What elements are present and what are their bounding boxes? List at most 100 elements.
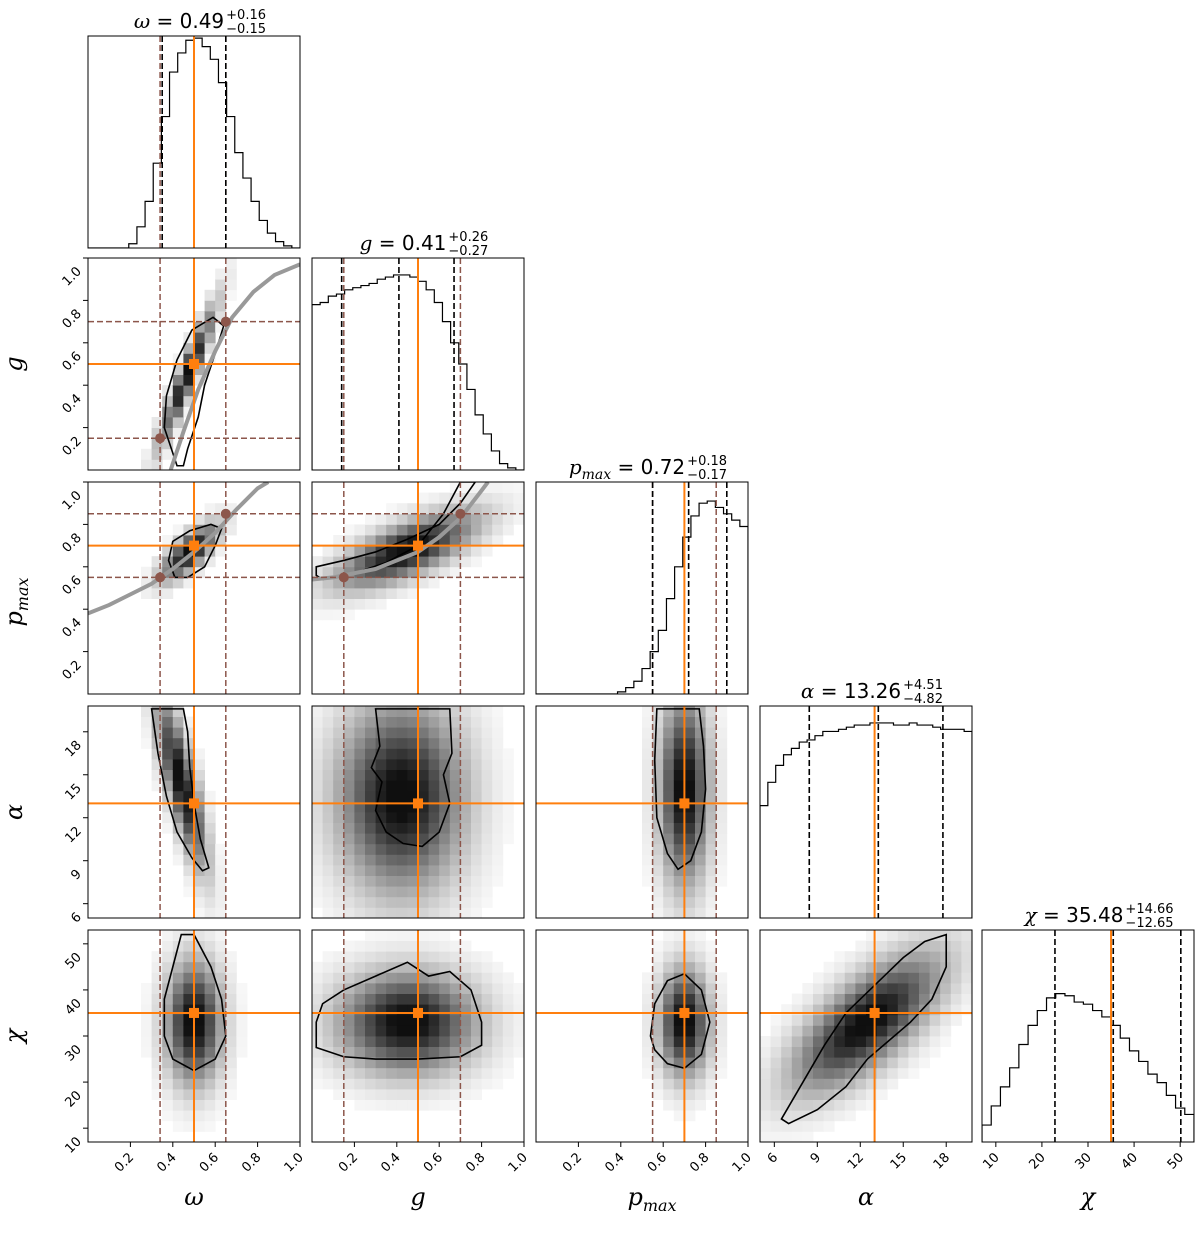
density-cell: [428, 1046, 440, 1058]
density-cell: [652, 780, 664, 792]
density-cell: [887, 1078, 899, 1090]
density-cell: [919, 1046, 930, 1058]
density-cell: [673, 706, 685, 717]
density-cell: [940, 1004, 952, 1016]
density-cell: [194, 759, 205, 770]
density-cell: [929, 961, 941, 973]
density-cell: [876, 983, 888, 994]
density-cell: [684, 940, 696, 952]
density-cell: [418, 822, 429, 834]
density-cell: [407, 1099, 419, 1111]
density-cell: [481, 875, 493, 887]
density-cell: [663, 961, 675, 973]
density-cell: [365, 535, 376, 546]
density-cell: [183, 1014, 195, 1026]
density-cell: [215, 1025, 227, 1037]
density-cell: [876, 1067, 888, 1079]
density-cell: [375, 535, 387, 546]
density-cell: [407, 865, 419, 876]
density-cell: [162, 961, 174, 973]
density-cell: [375, 801, 387, 813]
density-cell: [513, 993, 524, 1005]
y-tick-label-chi-3: 40: [63, 996, 85, 1018]
density-cell: [151, 1078, 163, 1090]
density-cell: [652, 812, 664, 823]
density-cell: [418, 854, 429, 866]
density-cell: [866, 930, 877, 941]
density-cell: [705, 961, 717, 973]
density-cell: [449, 706, 461, 717]
density-cell: [407, 843, 419, 855]
density-cell: [386, 854, 398, 866]
density-cell: [652, 983, 664, 994]
density-cell: [652, 1014, 664, 1026]
density-cell: [513, 482, 524, 493]
density-cell: [866, 940, 877, 952]
density-cell: [343, 609, 355, 621]
density-cell: [333, 993, 345, 1005]
density-cell: [695, 1067, 706, 1079]
density-cell: [343, 907, 355, 918]
density-cell: [151, 1004, 163, 1016]
density-cell: [866, 961, 877, 973]
density-cell: [492, 727, 504, 739]
density-cell: [183, 854, 195, 866]
title-value: = 35.48: [1037, 903, 1124, 927]
density-cell: [449, 535, 461, 546]
density-cell: [407, 748, 419, 760]
truth-marker: [679, 798, 690, 809]
density-cell: [802, 1036, 814, 1047]
density-cell: [716, 759, 728, 770]
density-cell: [365, 812, 376, 823]
density-cell: [151, 1046, 163, 1058]
density-cell: [162, 448, 174, 460]
density-cell: [460, 1067, 472, 1079]
density-cell: [823, 1036, 835, 1047]
density-cell: [172, 1067, 184, 1079]
density-cell: [439, 983, 451, 994]
density-cell: [312, 706, 323, 717]
density-cell: [375, 1004, 387, 1016]
density-cell: [929, 1046, 941, 1058]
title-minus-alpha: −4.82: [903, 692, 943, 707]
title-value: = 0.41: [372, 231, 446, 255]
density-cell: [322, 609, 334, 621]
density-cell: [365, 1036, 376, 1047]
density-cell: [204, 961, 216, 973]
density-cell: [322, 790, 334, 802]
density-cell: [439, 780, 451, 792]
density-cell: [204, 300, 216, 312]
density-cell: [652, 748, 664, 760]
density-cell: [225, 1078, 237, 1090]
density-cell: [354, 1067, 366, 1079]
density-cell: [225, 503, 237, 515]
density-cell: [236, 1046, 248, 1058]
density-cell: [365, 727, 376, 739]
density-cell: [834, 1004, 846, 1016]
density-cell: [396, 940, 408, 952]
density-cell: [365, 1057, 376, 1069]
joint-content-g-pmax: [312, 482, 524, 694]
density-cell: [343, 822, 355, 834]
x-axis-label-alpha: α: [858, 1183, 874, 1211]
density-cell: [215, 289, 227, 301]
density-cell: [652, 1057, 664, 1069]
density-cell: [365, 833, 376, 845]
title-symbol: g: [360, 231, 373, 255]
density-cell: [492, 1067, 504, 1079]
density-cell: [460, 1046, 472, 1058]
density-cell: [141, 1004, 152, 1016]
y-tick-label-pmax-1: 0.4: [60, 615, 85, 640]
y-axis-label-g: g: [0, 356, 28, 371]
density-cell: [513, 1014, 524, 1026]
density-cell: [365, 1099, 376, 1111]
density-cell: [887, 1067, 899, 1079]
density-cell: [449, 886, 461, 898]
density-cell: [386, 1036, 398, 1047]
density-cell: [642, 833, 653, 845]
density-cell: [823, 972, 835, 984]
density-cell: [322, 545, 334, 557]
density-cell: [172, 385, 184, 397]
density-cell: [695, 886, 706, 898]
